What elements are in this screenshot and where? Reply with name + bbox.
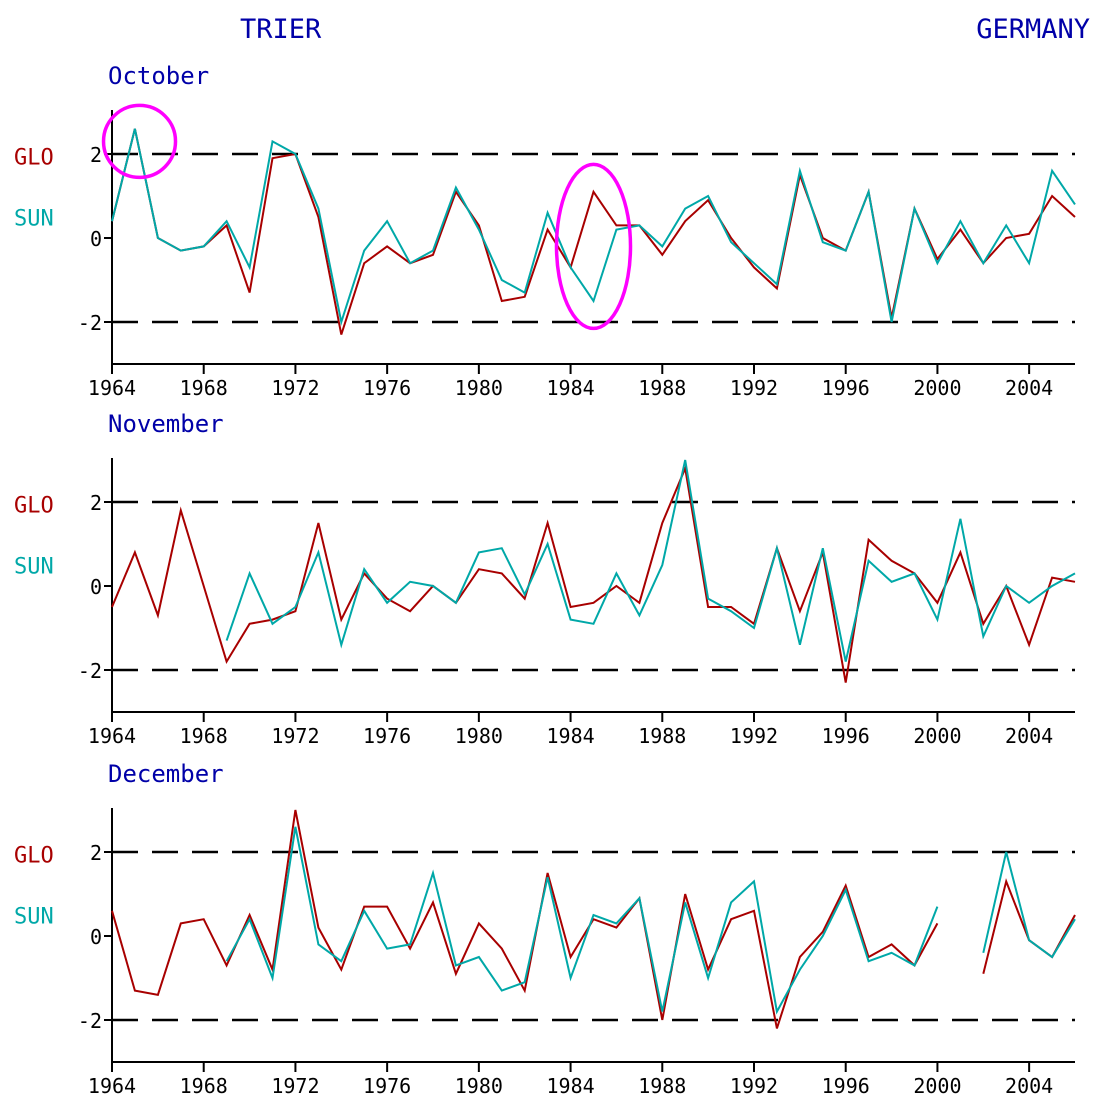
panel-december: December GLO SUN 2 0 -2 1964 1968 1972 1976 1980 19… (14, 760, 1076, 1098)
x-tick-label: 1984 (546, 724, 594, 748)
x-tick-label: 1972 (271, 376, 319, 400)
series-line-sun (111, 128, 1076, 326)
x-tick-label: 2004 (1005, 724, 1053, 748)
legend-sun: SUN (14, 554, 54, 579)
x-tick-label: 1992 (730, 724, 778, 748)
x-tick-label: 1984 (546, 376, 594, 400)
series-line-sun (982, 851, 1076, 959)
x-tick-label: 1972 (271, 1074, 319, 1098)
x-tick-label: 1972 (271, 724, 319, 748)
y-tick-label: -2 (78, 1009, 102, 1033)
x-tick-label: 1968 (180, 724, 228, 748)
x-tick-label: 1996 (822, 1074, 870, 1098)
legend-glo: GLO (14, 146, 54, 171)
legend-glo: GLO (14, 494, 54, 519)
x-tick-label: 1980 (455, 724, 503, 748)
highlight-circle (554, 162, 633, 331)
x-tick-label: 1988 (638, 376, 686, 400)
legend-sun: SUN (14, 904, 54, 929)
panel-title: November (108, 410, 224, 438)
y-tick-label: 0 (90, 227, 102, 251)
x-tick-label: 2004 (1005, 1074, 1053, 1098)
x-tick-label: 1976 (363, 376, 411, 400)
x-tick-label: 1992 (730, 376, 778, 400)
x-tick-label: 2000 (913, 724, 961, 748)
series-line-glo (111, 809, 939, 1029)
x-tick-label: 2000 (913, 376, 961, 400)
series-line-sun (225, 826, 939, 1015)
y-tick-label: -2 (78, 311, 102, 335)
country-title: GERMANY (976, 14, 1090, 45)
panel-october: October GLO SUN 2 0 -2 1964 1968 1972 1976 1980 198… (14, 62, 1076, 400)
x-tick-label: 1968 (180, 1074, 228, 1098)
x-tick-label: 1964 (88, 376, 136, 400)
x-tick-label: 1988 (638, 724, 686, 748)
x-tick-label: 1968 (180, 376, 228, 400)
legend-sun: SUN (14, 206, 54, 231)
x-tick-label: 1996 (822, 724, 870, 748)
x-tick-label: 1976 (363, 1074, 411, 1098)
x-tick-label: 1964 (88, 1074, 136, 1098)
panel-november: November GLO SUN 2 0 -2 1964 1968 1972 1976 1980 19… (14, 410, 1076, 748)
y-tick-label: -2 (78, 659, 102, 683)
legend-glo: GLO (14, 844, 54, 869)
x-tick-label: 1988 (638, 1074, 686, 1098)
x-tick-label: 1980 (455, 376, 503, 400)
highlight-circle (101, 103, 178, 180)
station-title: TRIER (240, 14, 322, 45)
panel-title: December (108, 760, 224, 788)
y-tick-label: 0 (90, 575, 102, 599)
x-tick-label: 1980 (455, 1074, 503, 1098)
x-tick-label: 1976 (363, 724, 411, 748)
y-tick-label: 2 (90, 841, 102, 865)
x-tick-label: 1984 (546, 1074, 594, 1098)
y-tick-label: 2 (90, 143, 102, 167)
x-tick-label: 1964 (88, 724, 136, 748)
series-line-sun (225, 459, 1076, 662)
x-tick-label: 2004 (1005, 376, 1053, 400)
x-tick-label: 1996 (822, 376, 870, 400)
y-tick-label: 2 (90, 491, 102, 515)
x-tick-label: 1992 (730, 1074, 778, 1098)
y-tick-label: 0 (90, 925, 102, 949)
series-line-glo (111, 464, 1076, 683)
panel-title: October (108, 62, 209, 90)
x-tick-label: 2000 (913, 1074, 961, 1098)
